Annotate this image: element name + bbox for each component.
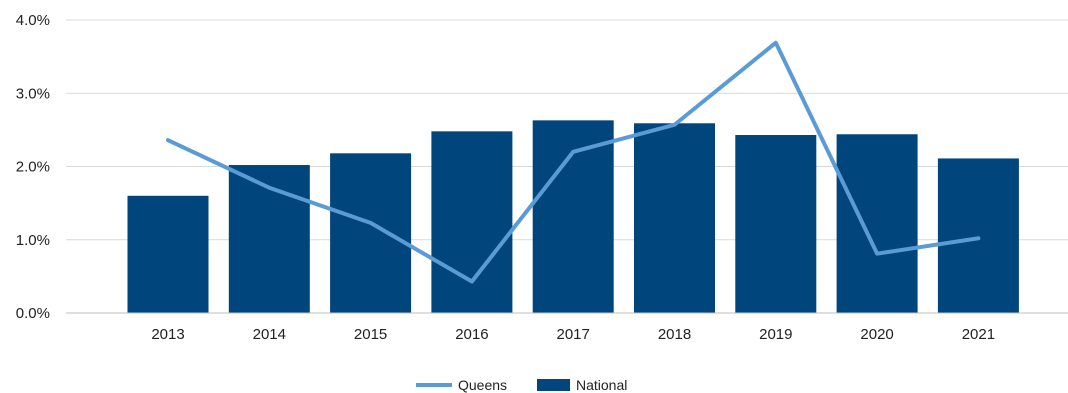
queens-series-line (166, 40, 981, 284)
legend-national-label: National (576, 377, 627, 393)
x-tick-label: 2020 (860, 326, 893, 343)
national-bar (127, 195, 209, 313)
y-tick-label: 0.0% (16, 305, 50, 322)
x-tick-label: 2018 (658, 326, 691, 343)
legend-queens-label: Queens (458, 377, 507, 393)
national-bar (937, 158, 1019, 313)
y-tick-label: 2.0% (16, 159, 50, 176)
y-axis-tick-labels: 0.0% 1.0% 2.0% 3.0% 4.0% (16, 12, 50, 322)
national-bar (431, 131, 513, 313)
legend-national-swatch (537, 379, 570, 391)
y-tick-label: 4.0% (16, 12, 50, 29)
national-bar (836, 134, 918, 313)
x-tick-label: 2021 (962, 326, 995, 343)
x-tick-label: 2013 (151, 326, 184, 343)
legend: Queens National (416, 377, 627, 393)
national-bar (735, 135, 817, 313)
x-tick-label: 2014 (253, 326, 286, 343)
x-tick-label: 2016 (455, 326, 488, 343)
x-tick-label: 2019 (759, 326, 792, 343)
x-tick-label: 2015 (354, 326, 387, 343)
y-tick-label: 3.0% (16, 85, 50, 102)
y-tick-label: 1.0% (16, 232, 50, 249)
national-bar (634, 123, 715, 313)
national-bars (127, 120, 1019, 313)
x-tick-label: 2017 (557, 326, 590, 343)
national-bar (330, 153, 412, 313)
x-axis-tick-labels: 2013 2014 2015 2016 2017 2018 2019 2020 … (151, 326, 995, 343)
national-bar (532, 120, 614, 313)
